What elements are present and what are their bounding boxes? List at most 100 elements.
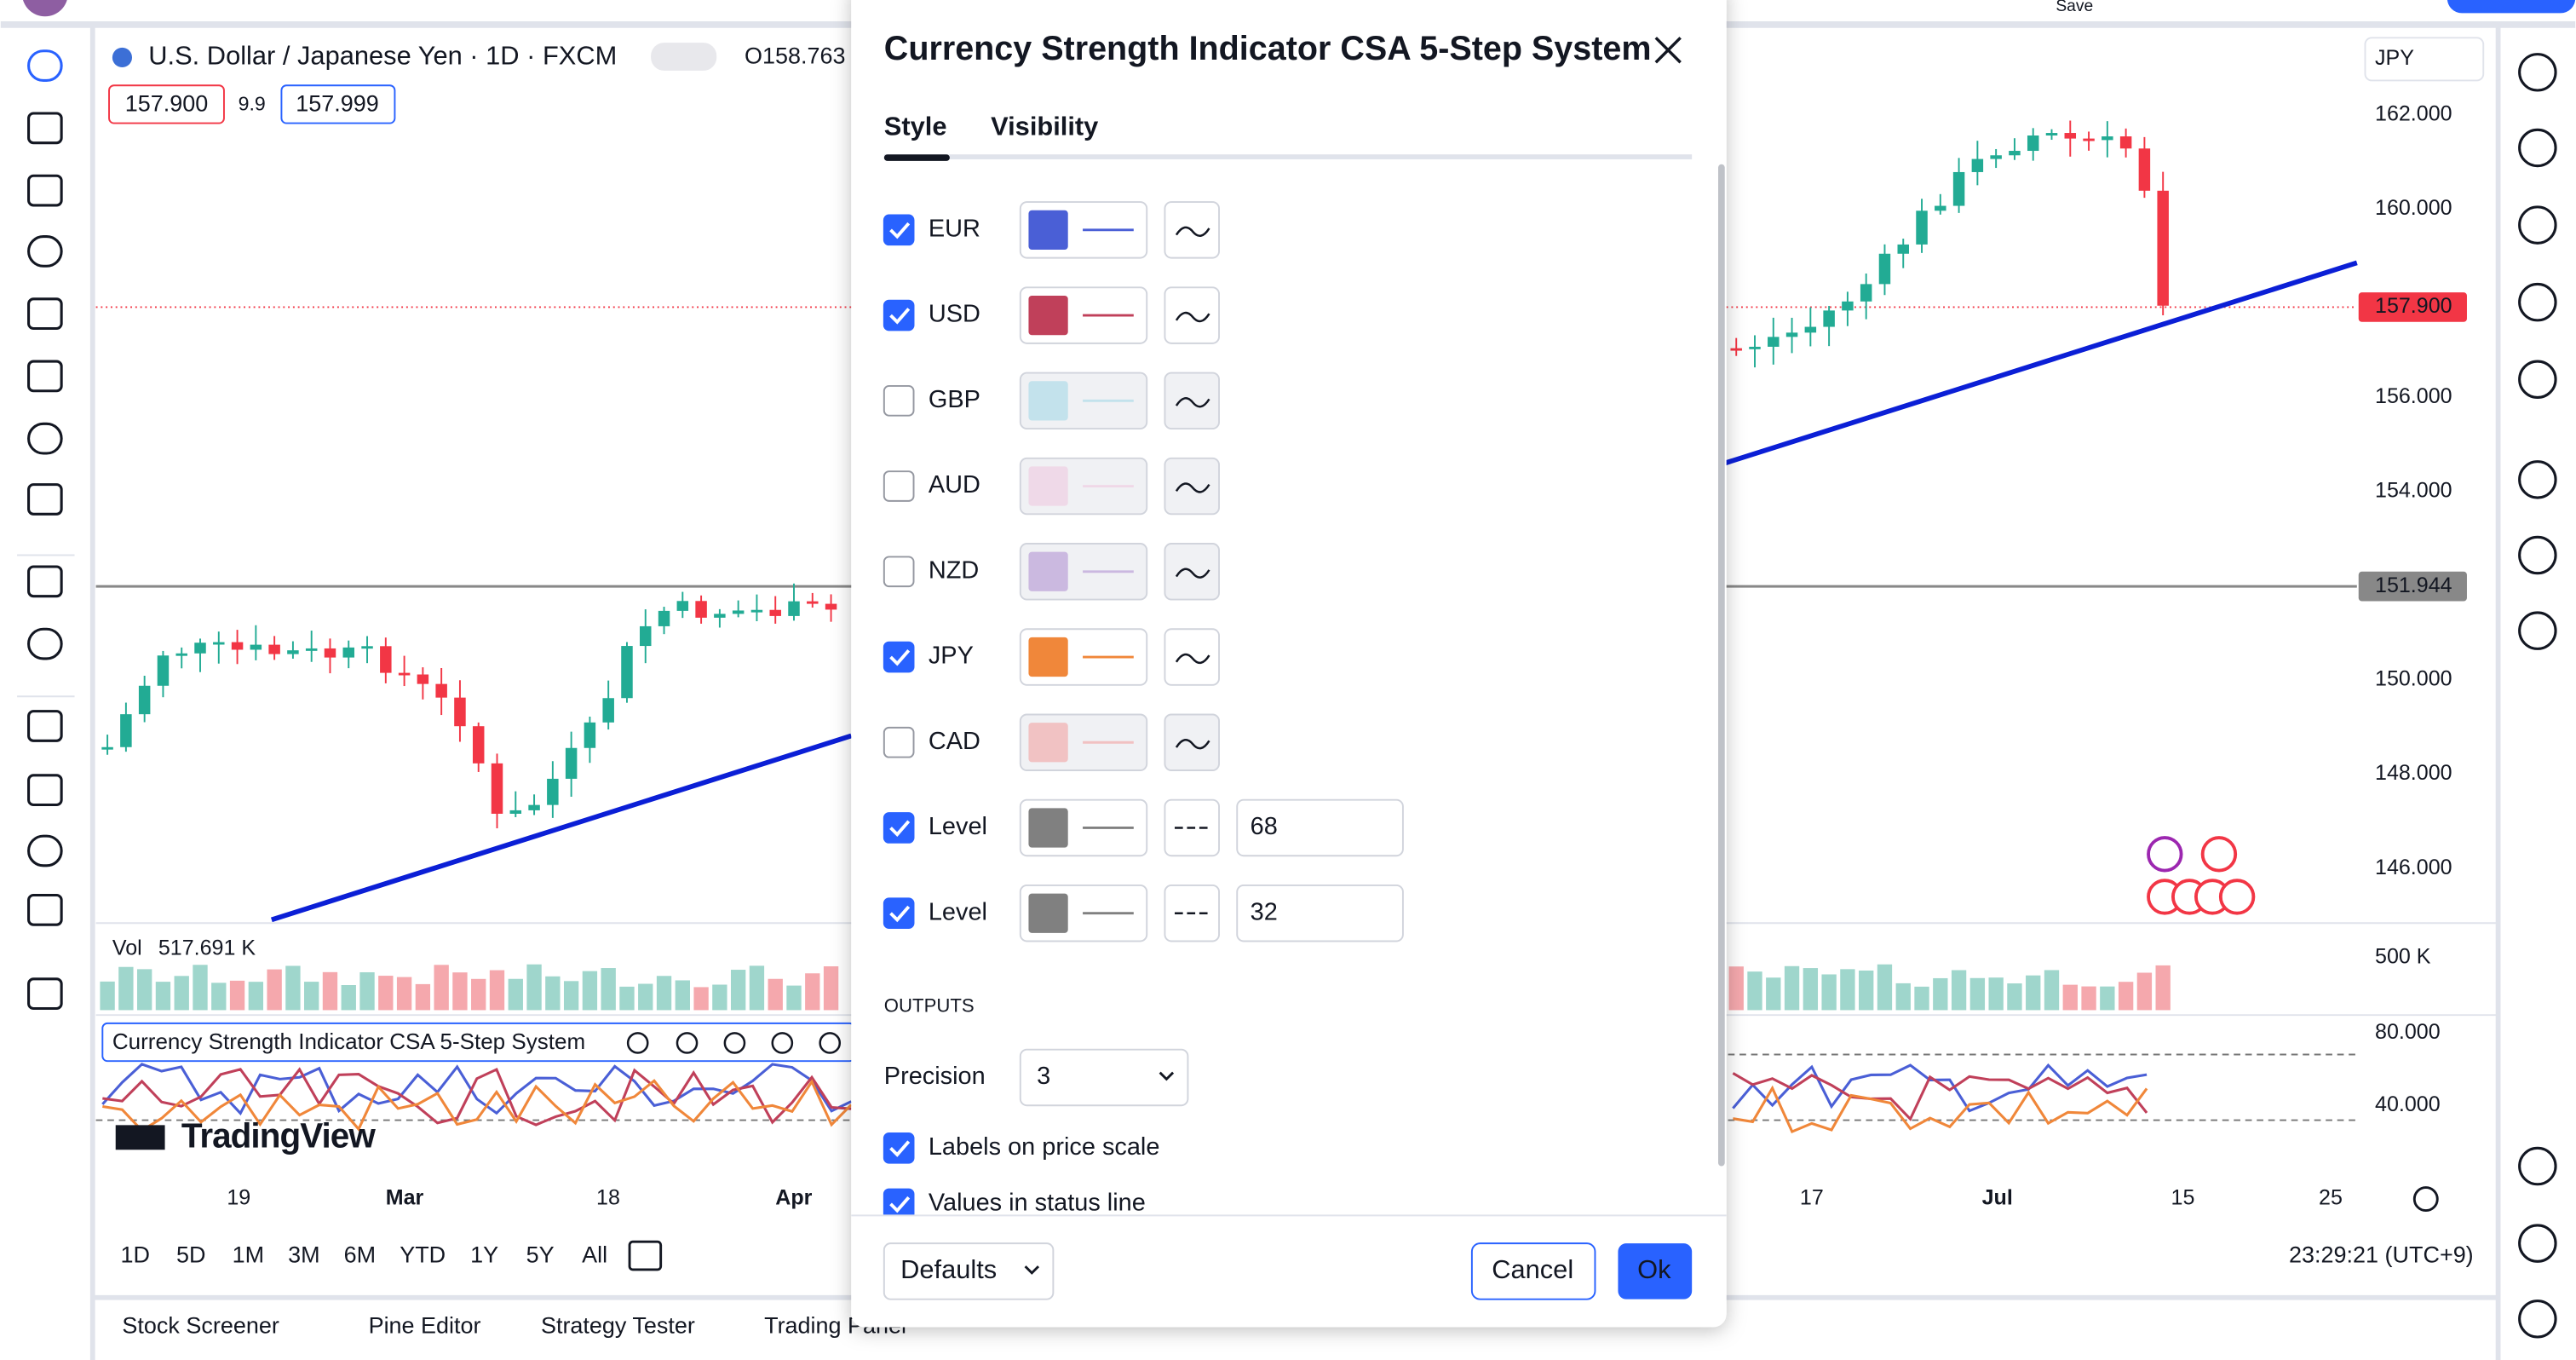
side-icon[interactable] — [2518, 282, 2557, 322]
event-icon[interactable] — [2147, 836, 2183, 873]
checkbox[interactable] — [883, 641, 915, 673]
tool-icon[interactable] — [27, 774, 63, 807]
trend-line — [1723, 260, 2358, 466]
precision-select[interactable] — [1019, 1048, 1189, 1107]
tool-icon[interactable] — [27, 893, 63, 926]
checkbox[interactable] — [883, 1132, 915, 1164]
candle-body — [157, 655, 170, 686]
ok-label[interactable]: Ok — [1637, 1254, 1671, 1284]
tool-icon[interactable] — [27, 710, 63, 742]
tab[interactable]: Style — [884, 111, 947, 141]
side-icon[interactable] — [2518, 128, 2557, 168]
timeframe[interactable]: 5D — [176, 1242, 205, 1268]
event-icon[interactable] — [2200, 836, 2238, 873]
checkbox[interactable] — [883, 726, 915, 758]
tool-icon[interactable] — [27, 235, 63, 268]
level-value[interactable]: 32 — [1251, 898, 1278, 925]
side-icon[interactable] — [2518, 535, 2557, 575]
close-button[interactable] — [1654, 37, 1682, 64]
legend-icon[interactable] — [626, 1032, 649, 1054]
top-button[interactable] — [2447, 0, 2576, 14]
volume-bar — [2155, 965, 2171, 1011]
volume-bar — [452, 972, 468, 1011]
legend-icon[interactable] — [676, 1032, 699, 1054]
cancel-label[interactable]: Cancel — [1492, 1254, 1573, 1284]
checkbox[interactable] — [883, 470, 915, 502]
tool-icon[interactable] — [27, 422, 63, 455]
cancel-button[interactable] — [1470, 1242, 1596, 1300]
settings-icon[interactable] — [2412, 1186, 2439, 1213]
side-icon[interactable] — [2518, 205, 2557, 245]
tool-icon[interactable] — [27, 627, 63, 660]
side-icon[interactable] — [2518, 1224, 2557, 1263]
defaults-label[interactable]: Defaults — [900, 1254, 997, 1284]
candle-body — [342, 647, 355, 658]
timeframe[interactable]: YTD — [400, 1242, 446, 1268]
legend-icon[interactable] — [819, 1032, 842, 1054]
wave-icon — [1175, 739, 1210, 750]
tab[interactable]: Visibility — [991, 111, 1098, 141]
precision-value[interactable]: 3 — [1037, 1063, 1050, 1090]
ask-box[interactable] — [280, 84, 396, 124]
event-icon[interactable] — [2218, 879, 2256, 915]
checkbox[interactable] — [883, 214, 915, 246]
tool-icon[interactable] — [27, 360, 63, 393]
side-icon[interactable] — [2518, 1146, 2557, 1186]
timeframe[interactable]: 1M — [233, 1242, 264, 1268]
color-swatch — [1028, 637, 1068, 677]
defaults-button[interactable] — [883, 1242, 1055, 1300]
save-label[interactable]: Save — [2056, 0, 2093, 15]
volume-bar — [675, 980, 690, 1011]
tool-icon[interactable] — [27, 112, 63, 145]
checkbox[interactable] — [883, 1188, 915, 1219]
volume-bar — [1914, 986, 1929, 1011]
tool-icon[interactable] — [27, 483, 63, 516]
tool-icon[interactable] — [27, 565, 63, 598]
timeframe[interactable]: 1D — [121, 1242, 150, 1268]
price-label: 154.000 — [2375, 479, 2452, 503]
tool-icon[interactable] — [27, 49, 63, 82]
candle-body — [621, 646, 633, 699]
bottom-tab[interactable]: Pine Editor — [369, 1313, 481, 1339]
tool-icon[interactable] — [27, 297, 63, 331]
volume-bar — [619, 986, 635, 1011]
legend-icon[interactable] — [771, 1032, 794, 1054]
bid-box[interactable] — [108, 84, 225, 124]
bottom-tab[interactable]: Stock Screener — [122, 1313, 279, 1339]
bid[interactable]: 157.900 — [125, 90, 209, 116]
legend-icon[interactable] — [723, 1032, 746, 1054]
tool-icon[interactable] — [27, 174, 63, 207]
tool-icon[interactable] — [27, 977, 63, 1011]
level-input[interactable] — [1236, 798, 1404, 857]
indicator-name[interactable]: Currency Strength Indicator CSA 5-Step S… — [112, 1029, 585, 1054]
side-icon[interactable] — [2518, 1299, 2557, 1339]
time-label: 18 — [596, 1186, 620, 1210]
checkbox[interactable] — [883, 556, 915, 588]
side-icon[interactable] — [2518, 360, 2557, 400]
checkbox[interactable] — [883, 299, 915, 331]
bottom-tab[interactable]: Strategy Tester — [541, 1313, 695, 1339]
ask[interactable]: 157.999 — [296, 90, 379, 116]
timeframe[interactable]: 6M — [344, 1242, 376, 1268]
side-icon[interactable] — [2518, 53, 2557, 92]
checkbox[interactable] — [883, 385, 915, 417]
checkbox[interactable] — [883, 812, 915, 844]
currency[interactable]: JPY — [2375, 46, 2414, 70]
calendar-icon[interactable] — [628, 1240, 663, 1271]
timeframe[interactable]: 1Y — [470, 1242, 498, 1268]
timeframe[interactable]: All — [582, 1242, 607, 1268]
tool-icon[interactable] — [27, 834, 63, 867]
checkmark — [889, 820, 911, 838]
color-swatch — [1028, 893, 1068, 933]
wave-icon — [1175, 311, 1210, 323]
timeframe[interactable]: 3M — [288, 1242, 319, 1268]
currency-select[interactable] — [2364, 37, 2485, 82]
level-value[interactable]: 68 — [1251, 813, 1278, 840]
side-icon[interactable] — [2518, 460, 2557, 499]
timeframe[interactable]: 5Y — [526, 1242, 555, 1268]
level-input[interactable] — [1236, 884, 1404, 942]
candle-body — [1916, 210, 1928, 245]
side-icon[interactable] — [2518, 611, 2557, 650]
checkbox[interactable] — [883, 897, 915, 930]
ok-button[interactable] — [1618, 1243, 1693, 1299]
